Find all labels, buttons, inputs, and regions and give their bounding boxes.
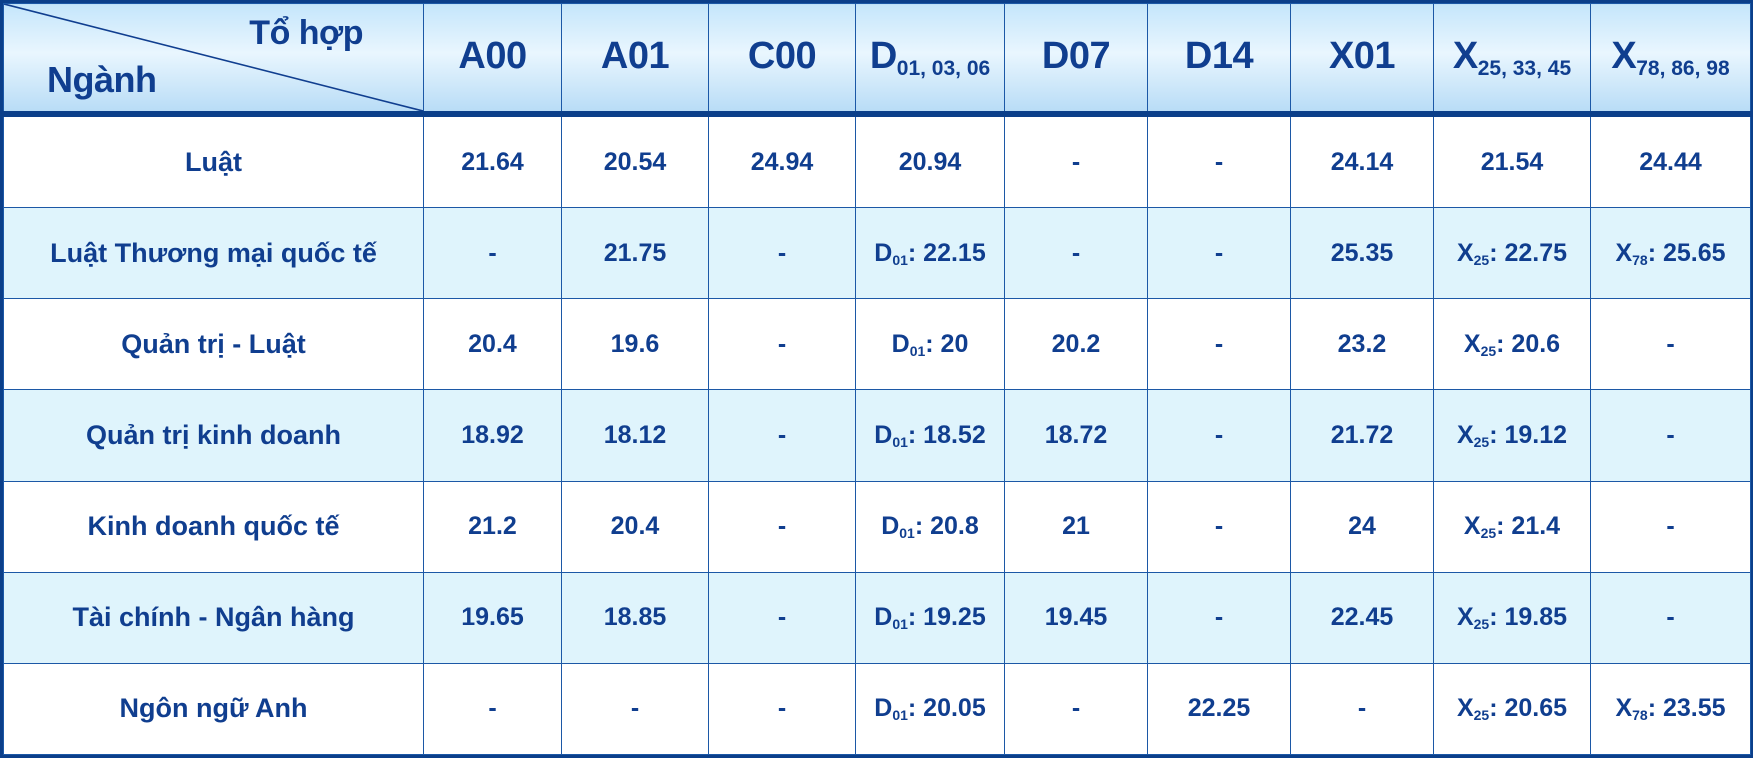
score-cell: D01: 18.52 <box>855 389 1005 482</box>
score-cell: - <box>1147 207 1291 300</box>
score-cell: 19.45 <box>1004 571 1148 664</box>
corner-header: Tổ hợp Ngành <box>3 3 424 117</box>
major-name: Tài chính - Ngân hàng <box>3 571 424 664</box>
table-body: Luật 21.64 20.54 24.94 20.94- -24.14 21.54 24.4… <box>3 113 1751 756</box>
score-cell: 21 <box>1004 480 1148 573</box>
score-cell: 21.64 <box>423 113 562 209</box>
table-row: Luật Thương mại quốc tế -21.75- D01: 22.15… <box>3 207 1751 300</box>
table-row: Ngôn ngữ Anh - - - D01: 20.05-22.25- X25: 20.… <box>3 662 1751 756</box>
score-cell: - <box>1004 207 1148 300</box>
score-cell: X25: 22.75 <box>1433 207 1591 300</box>
score-cell: - <box>708 207 856 300</box>
score-cell: 23.2 <box>1290 298 1434 391</box>
score-cell: 24.44 <box>1590 113 1751 209</box>
score-cell: X78: 25.65 <box>1590 207 1751 300</box>
score-cell: 25.35 <box>1290 207 1434 300</box>
major-name: Luật Thương mại quốc tế <box>3 207 424 300</box>
score-cell: - <box>1147 298 1291 391</box>
major-label: Ngành <box>47 59 157 100</box>
score-cell: - <box>561 662 709 756</box>
score-cell: D01: 19.25 <box>855 571 1005 664</box>
score-cell: 22.25 <box>1147 662 1291 756</box>
major-name: Quản trị - Luật <box>3 298 424 391</box>
major-name: Ngôn ngữ Anh <box>3 662 424 756</box>
score-cell: - <box>708 298 856 391</box>
score-cell: - <box>1147 389 1291 482</box>
score-cell: 20.2 <box>1004 298 1148 391</box>
major-name: Kinh doanh quốc tế <box>3 480 424 573</box>
score-cell: 20.4 <box>423 298 562 391</box>
score-cell: - <box>1147 571 1291 664</box>
score-cell: 24.14 <box>1290 113 1434 209</box>
col-header: A01 <box>561 3 709 117</box>
diagonal-divider <box>4 4 423 111</box>
score-cell: 19.6 <box>561 298 709 391</box>
score-cell: 21.72 <box>1290 389 1434 482</box>
col-header: X78, 86, 98 <box>1590 3 1751 117</box>
score-cell: X25: 19.12 <box>1433 389 1591 482</box>
score-cell: 18.92 <box>423 389 562 482</box>
major-name: Luật <box>3 113 424 209</box>
score-cell: - <box>1147 113 1291 209</box>
score-cell: X25: 20.6 <box>1433 298 1591 391</box>
col-header: X25, 33, 45 <box>1433 3 1591 117</box>
score-cell: 18.12 <box>561 389 709 482</box>
score-cell: X25: 21.4 <box>1433 480 1591 573</box>
table-row: Tài chính - Ngân hàng 19.65 18.85- D01: 19.… <box>3 571 1751 664</box>
col-header: A00 <box>423 3 562 117</box>
score-cell: D01: 20 <box>855 298 1005 391</box>
table-row: Quản trị - Luật 20.4 19.6- D01: 20 20.2-23.2… <box>3 298 1751 391</box>
score-cell: - <box>708 389 856 482</box>
major-name: Quản trị kinh doanh <box>3 389 424 482</box>
score-cell: 20.94 <box>855 113 1005 209</box>
score-cell: - <box>1004 662 1148 756</box>
score-cell: 22.45 <box>1290 571 1434 664</box>
header-row: Tổ hợp Ngành A00 A01 C00 D01, 03, 06 D07… <box>3 3 1751 117</box>
col-header: D01, 03, 06 <box>855 3 1005 117</box>
score-cell: X25: 19.85 <box>1433 571 1591 664</box>
score-cell: 24.94 <box>708 113 856 209</box>
admission-score-table: Tổ hợp Ngành A00 A01 C00 D01, 03, 06 D07… <box>3 3 1751 756</box>
score-cell: - <box>708 662 856 756</box>
score-cell: - <box>1590 571 1751 664</box>
score-cell: - <box>423 662 562 756</box>
score-cell: 21.75 <box>561 207 709 300</box>
col-header: D07 <box>1004 3 1148 117</box>
score-cell: D01: 20.05 <box>855 662 1005 756</box>
score-cell: 21.2 <box>423 480 562 573</box>
combination-label: Tổ hợp <box>249 14 363 52</box>
score-cell: 18.85 <box>561 571 709 664</box>
col-header: C00 <box>708 3 856 117</box>
score-cell: 24 <box>1290 480 1434 573</box>
score-cell: X25: 20.65 <box>1433 662 1591 756</box>
score-cell: 18.72 <box>1004 389 1148 482</box>
score-cell: 19.65 <box>423 571 562 664</box>
col-header: D14 <box>1147 3 1291 117</box>
score-cell: 20.4 <box>561 480 709 573</box>
table-row: Quản trị kinh doanh 18.92 18.12- D01: 18.52… <box>3 389 1751 482</box>
score-cell: D01: 22.15 <box>855 207 1005 300</box>
score-cell: - <box>708 480 856 573</box>
score-cell: D01: 20.8 <box>855 480 1005 573</box>
score-cell: - <box>1147 480 1291 573</box>
score-cell: - <box>423 207 562 300</box>
table-row: Kinh doanh quốc tế 21.2 20.4- D01: 20.8 21-2… <box>3 480 1751 573</box>
col-header: X01 <box>1290 3 1434 117</box>
score-cell: - <box>1290 662 1434 756</box>
score-cell: - <box>1590 389 1751 482</box>
score-cell: X78: 23.55 <box>1590 662 1751 756</box>
table-row: Luật 21.64 20.54 24.94 20.94- -24.14 21.54 24.4… <box>3 113 1751 209</box>
score-cell: - <box>1590 480 1751 573</box>
score-cell: - <box>1590 298 1751 391</box>
score-cell: - <box>708 571 856 664</box>
score-cell: 20.54 <box>561 113 709 209</box>
score-cell: - <box>1004 113 1148 209</box>
score-cell: 21.54 <box>1433 113 1591 209</box>
